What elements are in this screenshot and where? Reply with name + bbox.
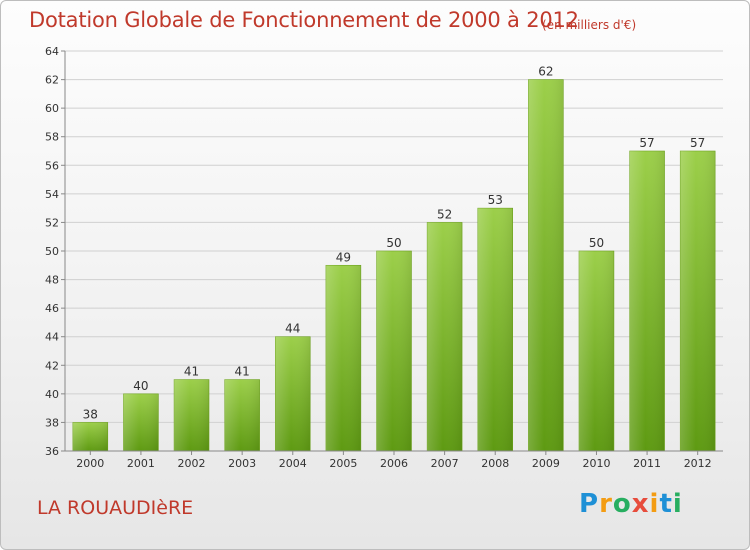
y-tick-label: 52	[45, 216, 59, 229]
bar-value-label: 41	[235, 365, 250, 379]
bar-value-label: 62	[538, 65, 553, 79]
chart-title: Dotation Globale de Fonctionnement de 20…	[29, 8, 579, 32]
brand-logo: Proxiti	[579, 489, 683, 519]
x-tick-label: 2006	[380, 457, 408, 470]
y-tick-label: 58	[45, 131, 59, 144]
y-tick-label: 50	[45, 245, 59, 258]
bar-value-label: 40	[133, 379, 148, 393]
brand-letter: i	[672, 489, 683, 519]
bar-value-label: 38	[83, 407, 98, 421]
x-tick-label: 2007	[431, 457, 459, 470]
y-tick-label: 36	[45, 445, 59, 458]
brand-letter: o	[612, 489, 632, 519]
commune-name: LA ROUAUDIèRE	[37, 497, 194, 519]
bar-shine	[123, 393, 159, 451]
x-tick-label: 2012	[684, 457, 712, 470]
brand-letter: P	[579, 489, 600, 519]
y-tick-label: 40	[45, 388, 59, 401]
bar-shine	[528, 79, 564, 452]
y-tick-label: 54	[45, 188, 59, 201]
y-tick-label: 44	[45, 331, 59, 344]
bar-value-label: 41	[184, 365, 199, 379]
y-tick-label: 42	[45, 359, 59, 372]
bar-value-label: 57	[639, 136, 654, 150]
x-tick-label: 2008	[481, 457, 509, 470]
bar-value-label: 50	[386, 236, 401, 250]
bar-value-label: 53	[488, 193, 503, 207]
y-tick-label: 48	[45, 274, 59, 287]
bar-value-label: 52	[437, 207, 452, 221]
y-tick-label: 46	[45, 302, 59, 315]
bar-shine	[224, 379, 260, 451]
y-tick-label: 62	[45, 74, 59, 87]
y-tick-label: 56	[45, 159, 59, 172]
bar-value-label: 50	[589, 236, 604, 250]
brand-letter: t	[659, 489, 673, 519]
bar-value-label: 57	[690, 136, 705, 150]
bar-shine	[325, 265, 361, 451]
chart-subtitle: (en milliers d'€)	[542, 18, 637, 32]
labels: 36 38 40 42 44 46 48 50 52 54 56 58 60 62 64 2000 38 2001…	[45, 45, 712, 470]
y-tick-label: 38	[45, 416, 59, 429]
x-tick-label: 2010	[582, 457, 610, 470]
brand-letter: i	[649, 489, 660, 519]
brand-letter: r	[599, 489, 613, 519]
bar-shine	[578, 251, 614, 451]
bar-shine	[427, 222, 463, 451]
bar-shine	[629, 151, 665, 451]
brand-letter: x	[631, 489, 650, 519]
x-tick-label: 2004	[279, 457, 307, 470]
bar-value-label: 44	[285, 322, 300, 336]
bars	[72, 79, 716, 452]
x-tick-label: 2001	[127, 457, 155, 470]
x-tick-label: 2003	[228, 457, 256, 470]
x-tick-label: 2002	[178, 457, 206, 470]
x-tick-label: 2000	[76, 457, 104, 470]
bar-shine	[275, 336, 311, 451]
bar-value-label: 49	[336, 250, 351, 264]
axes	[61, 50, 723, 455]
bar-shine	[174, 379, 210, 451]
x-tick-label: 2009	[532, 457, 560, 470]
y-tick-label: 64	[45, 45, 59, 58]
y-tick-label: 60	[45, 102, 59, 115]
bar-shine	[477, 208, 513, 451]
bar-shine	[72, 422, 108, 451]
x-tick-label: 2005	[329, 457, 357, 470]
x-tick-label: 2011	[633, 457, 661, 470]
bar-shine	[680, 151, 716, 451]
bar-shine	[376, 251, 412, 451]
